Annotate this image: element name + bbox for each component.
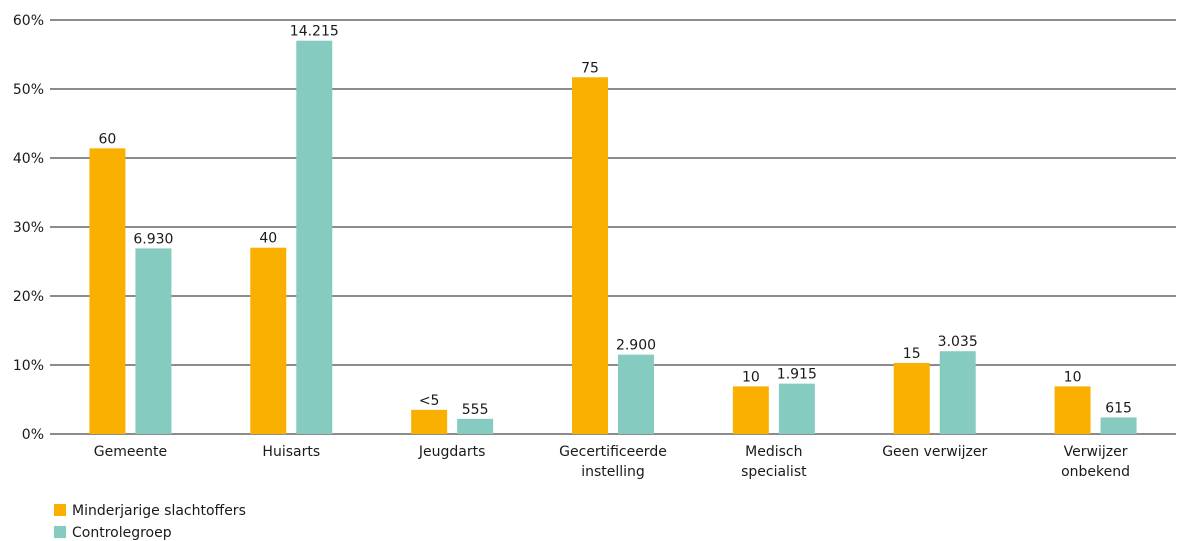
bar <box>732 386 769 434</box>
legend: Minderjarige slachtoffers Controlegroep <box>54 503 246 541</box>
bar <box>135 248 172 434</box>
bar-value-label: <5 <box>419 393 440 409</box>
y-tick-label: 20% <box>13 289 44 305</box>
bar-value-label: 60 <box>99 131 117 147</box>
x-category-label: Verwijzer <box>1064 444 1128 460</box>
bars <box>89 40 1137 435</box>
bar-value-label: 10 <box>1064 369 1082 385</box>
bar <box>411 409 448 434</box>
y-tick-label: 0% <box>22 427 44 443</box>
bar-value-label: 10 <box>742 369 760 385</box>
y-axis-tick-labels: 0% 10% 20% 30% 40% 50% 60% <box>13 13 44 443</box>
grid-lines <box>50 19 1176 435</box>
bar <box>1100 417 1137 434</box>
x-category-label: Gecertificeerde <box>559 444 667 460</box>
bar-value-labels: 60 6.930 40 14.215 <5 555 75 2.900 10 1.915 15 3.03… <box>99 24 1132 418</box>
bar <box>457 418 494 434</box>
y-tick-label: 10% <box>13 358 44 374</box>
legend-label: Minderjarige slachtoffers <box>72 503 246 519</box>
bar-value-label: 3.035 <box>938 334 978 350</box>
y-tick-label: 40% <box>13 151 44 167</box>
bar-value-label: 2.900 <box>616 338 656 354</box>
bar <box>89 148 126 434</box>
bar-value-label: 15 <box>903 346 921 362</box>
bar-value-label: 6.930 <box>133 231 173 247</box>
legend-swatch <box>54 504 66 516</box>
x-category-label: Huisarts <box>262 444 320 460</box>
x-category-label: Medisch <box>745 444 802 460</box>
legend-swatch <box>54 526 66 538</box>
bar <box>939 351 976 434</box>
x-category-label: specialist <box>741 464 807 480</box>
bar-value-label: 1.915 <box>777 367 817 383</box>
bar <box>572 77 608 435</box>
bar-value-label: 615 <box>1105 400 1132 416</box>
x-axis-category-labels: Gemeente Huisarts Jeugdarts Gecertificeerde… <box>94 444 1130 480</box>
bar-value-label: 75 <box>581 60 599 76</box>
x-category-label: Jeugdarts <box>418 444 486 460</box>
bar <box>1054 386 1091 434</box>
bar <box>296 40 333 434</box>
y-tick-label: 60% <box>13 13 44 29</box>
y-tick-label: 30% <box>13 220 44 236</box>
bar-value-label: 40 <box>259 231 277 247</box>
bar <box>618 354 654 434</box>
bar <box>893 362 930 434</box>
x-category-label: onbekend <box>1061 464 1130 480</box>
legend-label: Controlegroep <box>72 525 172 541</box>
x-category-label: Gemeente <box>94 444 167 460</box>
bar <box>778 383 815 434</box>
bar-value-label: 555 <box>462 402 489 418</box>
x-category-label: instelling <box>581 464 645 480</box>
bar <box>250 247 287 434</box>
x-category-label: Geen verwijzer <box>882 444 987 460</box>
bar-value-label: 14.215 <box>290 24 339 40</box>
y-tick-label: 50% <box>13 82 44 98</box>
